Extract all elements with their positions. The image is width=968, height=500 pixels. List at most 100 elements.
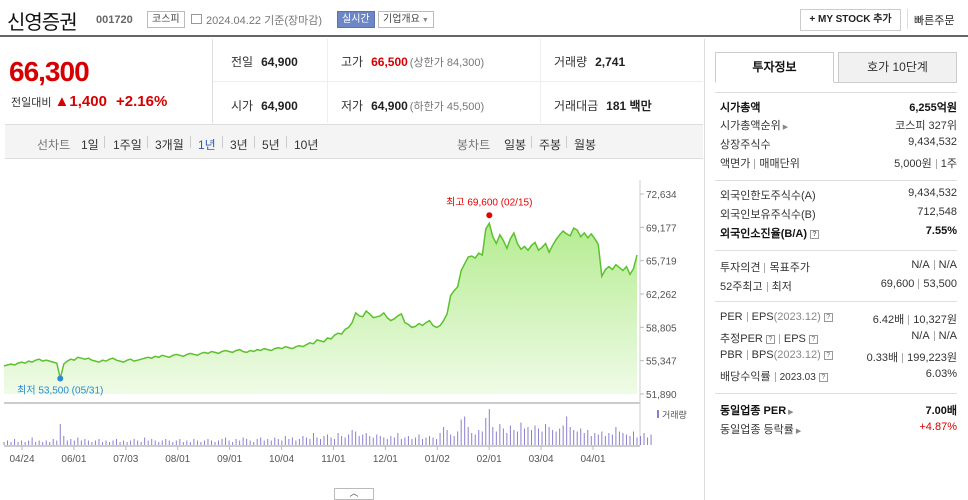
volume-bar [242,437,244,445]
volume-bar [527,427,529,445]
volume-bar [587,430,589,445]
volume-bar [425,437,427,445]
industry-per-link[interactable]: 동일업종 PER ▶ [720,402,794,418]
volume-bar [421,439,423,445]
period-1y[interactable]: 1년 [198,138,216,152]
collapse-chart-button[interactable]: ︿ [334,488,374,500]
52w-low-value: 53,500 [923,278,957,290]
volume-bar [10,442,12,445]
industry-rate-label: 동일업종 등락률 [720,424,794,436]
help-icon[interactable]: ? [810,229,819,239]
period-1d[interactable]: 1일 [81,138,99,152]
cap-rank-link[interactable]: 시가총액순위 ▶ [720,117,788,133]
volume-bar [133,439,135,445]
period-3y[interactable]: 3년 [230,138,248,152]
volume-bar [214,442,216,445]
volume-bar [52,439,54,445]
price-chart[interactable]: 72,634 69,177 65,719 62,262 58,805 55,347 51,8… [0,160,703,500]
volume-bar [327,434,329,445]
current-price: 66,300 [9,56,90,87]
volume-bar [42,442,44,445]
volume-bar [545,424,547,445]
volume-bar [309,439,311,445]
period-10y[interactable]: 10년 [294,138,319,152]
candle-monthly[interactable]: 월봉 [574,138,597,152]
period-5y[interactable]: 5년 [262,138,280,152]
volume-bar [239,440,241,445]
opinion-section: 투자의견 목표주가 N/A N/A 52주최고 최저 69,600 53,500 [715,250,957,296]
volume-bar [80,440,82,445]
industry-per-value: 7.00배 [925,405,957,417]
y-tick-label: 69,177 [646,223,677,234]
min-price-marker [57,375,64,382]
volume-bar [538,428,540,445]
help-icon[interactable]: ? [808,334,818,344]
low-value: 64,900 [371,99,408,113]
volume-bar [650,434,652,445]
y-tick-label: 51,890 [646,390,677,401]
period-3m[interactable]: 3개월 [155,138,184,152]
volume-bar [109,442,110,445]
est-per-value: N/A [911,330,930,342]
volume-bar [7,440,9,445]
candle-weekly[interactable]: 주봉 [539,138,562,152]
realtime-button[interactable]: 실시간 [337,11,375,28]
volume-bar [123,440,125,445]
volume-bar [70,439,72,445]
tab-order-book[interactable]: 호가 10단계 [838,52,957,83]
volume-bar [548,427,550,445]
volume-bar [573,430,575,445]
volume-bar [594,433,596,445]
help-icon[interactable]: ? [765,334,775,344]
chart-period-bar: 선차트 1일 1주일 3개월 1년 3년 5년 10년 봉차트 일봉 주봉 월봉 [5,124,703,159]
help-icon[interactable]: ? [823,350,833,360]
foreign-limit-label: 외국인한도주식수(A) [720,190,816,202]
volume-bar [411,439,413,445]
volume-bar [267,439,269,445]
company-info-dropdown[interactable]: 기업개요 ▼ [378,11,434,28]
help-icon[interactable]: ? [823,312,833,322]
volume-bar [56,440,58,445]
pbr-label: PBR [720,349,743,361]
industry-rate-value: +4.87% [919,421,957,433]
volume-bar [513,430,515,445]
volume-legend: 거래량 [662,409,687,420]
industry-rate-link[interactable]: 동일업종 등락률 ▶ [720,421,801,437]
volume-bar [45,440,47,445]
volume-bar [87,440,89,445]
volume-bar [407,436,409,445]
y-tick-label: 65,719 [646,257,677,268]
volume-bar [478,430,480,445]
cap-rank-label: 시가총액순위 [720,120,781,132]
volume-bar [161,440,163,445]
calendar-icon [191,14,202,24]
eps-label: EPS [751,311,774,323]
tab-investment-info[interactable]: 투자정보 [715,52,834,83]
x-tick-label: 01/02 [425,454,450,465]
amount-label: 거래대금 [554,99,599,113]
help-icon[interactable]: ? [818,372,828,382]
prev-label: 전일 [231,55,254,69]
my-stock-add-button[interactable]: + MY STOCK 추가 [800,9,901,31]
market-cap-value: 6,255억원 [909,102,957,114]
volume-bar [376,434,378,445]
x-tick-label: 11/01 [321,454,346,465]
volume-bar [460,419,462,445]
quick-order-button[interactable]: 빠른주문 [914,15,955,27]
volume-bar [397,433,399,445]
volume-bar [464,416,466,445]
volume-bar [31,437,33,445]
y-tick-label: 62,262 [646,290,677,301]
divider [286,136,287,148]
volume-bar [369,436,371,445]
volume-bar [337,433,339,445]
stock-header: 신영증권 001720 코스피 2024.04.22 기준(장마감) 실시간 기… [0,0,968,37]
volume-bar [358,436,360,445]
candle-daily[interactable]: 일봉 [504,138,527,152]
volume-bar [91,442,93,445]
volume-bar [580,428,582,445]
unit-value: 1주 [940,158,957,170]
period-1w[interactable]: 1주일 [113,138,142,152]
bps-value: 199,223원 [907,352,957,364]
dividend-year: 2023.03 [779,372,816,383]
